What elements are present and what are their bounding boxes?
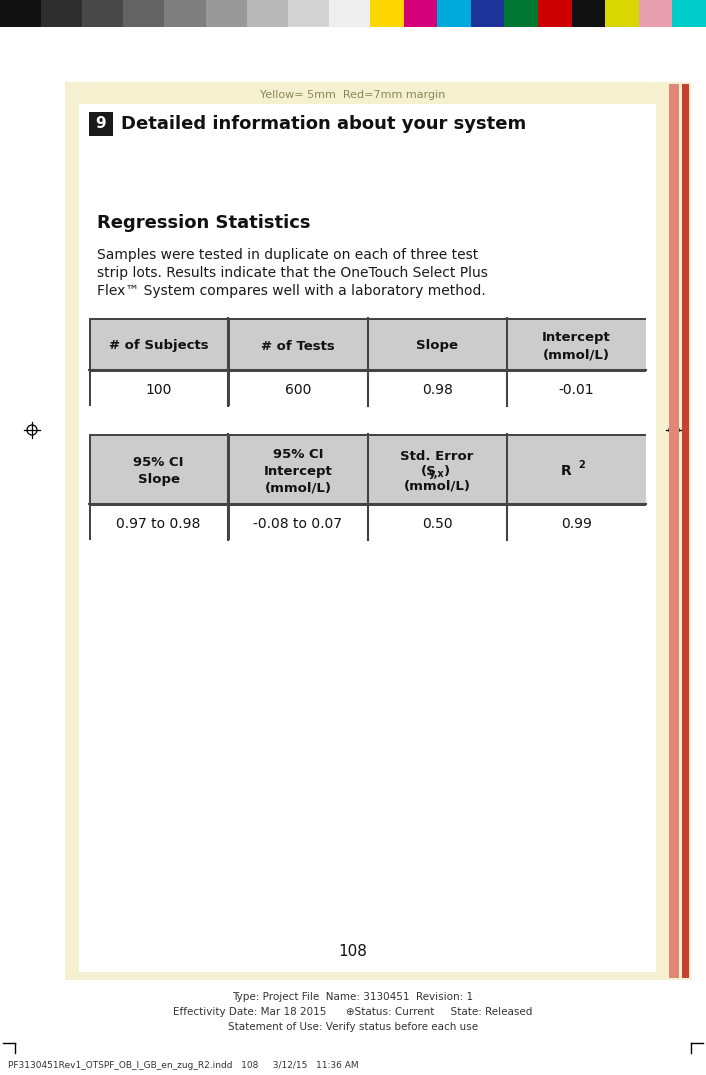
Text: 0.98: 0.98 bbox=[421, 383, 453, 397]
Bar bbox=[605, 0, 640, 27]
Bar bbox=[369, 319, 507, 370]
Text: 2: 2 bbox=[578, 460, 585, 470]
Text: -0.01: -0.01 bbox=[558, 383, 594, 397]
Text: Effectivity Date: Mar 18 2015      ⊕Status: Current     State: Released: Effectivity Date: Mar 18 2015 ⊕Status: C… bbox=[173, 1007, 533, 1017]
Bar bbox=[229, 372, 368, 406]
Bar bbox=[329, 0, 371, 27]
Bar bbox=[288, 0, 330, 27]
Bar bbox=[89, 112, 113, 137]
Bar bbox=[0, 0, 42, 27]
Bar bbox=[41, 0, 83, 27]
Text: Std. Error: Std. Error bbox=[400, 449, 474, 462]
Text: 600: 600 bbox=[285, 383, 311, 397]
Bar bbox=[437, 0, 472, 27]
Bar bbox=[89, 318, 646, 406]
Bar bbox=[229, 435, 368, 504]
Bar bbox=[404, 0, 438, 27]
Bar bbox=[538, 0, 572, 27]
Text: Type: Project File  Name: 3130451  Revision: 1: Type: Project File Name: 3130451 Revisio… bbox=[232, 992, 474, 1002]
Text: strip lots. Results indicate that the OneTouch Select Plus: strip lots. Results indicate that the On… bbox=[97, 266, 488, 280]
Text: y,x: y,x bbox=[429, 469, 445, 479]
Text: Statement of Use: Verify status before each use: Statement of Use: Verify status before e… bbox=[228, 1022, 478, 1032]
Bar bbox=[90, 319, 228, 370]
Bar bbox=[471, 0, 505, 27]
Text: # of Subjects: # of Subjects bbox=[109, 340, 208, 353]
Bar bbox=[124, 0, 165, 27]
Bar bbox=[164, 0, 206, 27]
Text: 9: 9 bbox=[96, 116, 107, 131]
Text: Slope: Slope bbox=[416, 340, 458, 353]
Text: Regression Statistics: Regression Statistics bbox=[97, 214, 311, 232]
Text: -0.08 to 0.07: -0.08 to 0.07 bbox=[253, 517, 342, 531]
Text: Flex™ System compares well with a laboratory method.: Flex™ System compares well with a labora… bbox=[97, 284, 486, 298]
Text: 0.99: 0.99 bbox=[561, 517, 592, 531]
Text: 0.97 to 0.98: 0.97 to 0.98 bbox=[116, 517, 201, 531]
Bar bbox=[205, 0, 247, 27]
Bar bbox=[672, 0, 706, 27]
Bar bbox=[508, 372, 646, 406]
Text: Yellow= 5mm  Red=7mm margin: Yellow= 5mm Red=7mm margin bbox=[261, 90, 445, 100]
Text: Samples were tested in duplicate on each of three test: Samples were tested in duplicate on each… bbox=[97, 248, 478, 262]
Bar bbox=[229, 505, 368, 540]
Text: 100: 100 bbox=[145, 383, 172, 397]
Bar bbox=[370, 0, 404, 27]
Bar bbox=[508, 435, 646, 504]
Bar bbox=[90, 505, 228, 540]
Bar bbox=[90, 372, 228, 406]
Text: R: R bbox=[561, 464, 571, 478]
Bar bbox=[90, 435, 228, 504]
Text: 0.50: 0.50 bbox=[421, 517, 453, 531]
Text: 95% CI
Slope: 95% CI Slope bbox=[133, 456, 184, 486]
Bar bbox=[82, 0, 124, 27]
Text: ): ) bbox=[444, 464, 450, 477]
Bar bbox=[508, 319, 646, 370]
Bar bbox=[65, 82, 691, 980]
Bar bbox=[508, 505, 646, 540]
Bar bbox=[504, 0, 539, 27]
Bar bbox=[669, 84, 679, 978]
Bar bbox=[79, 104, 656, 972]
Bar bbox=[639, 0, 673, 27]
Bar bbox=[246, 0, 288, 27]
Bar bbox=[369, 435, 507, 504]
Text: (mmol/L): (mmol/L) bbox=[404, 479, 471, 492]
Text: 95% CI
Intercept
(mmol/L): 95% CI Intercept (mmol/L) bbox=[263, 447, 333, 494]
Text: PF3130451Rev1_OTSPF_OB_I_GB_en_zug_R2.indd   108     3/12/15   11:36 AM: PF3130451Rev1_OTSPF_OB_I_GB_en_zug_R2.in… bbox=[8, 1061, 359, 1070]
Text: 108: 108 bbox=[339, 945, 367, 960]
Bar bbox=[369, 372, 507, 406]
Bar bbox=[229, 319, 368, 370]
Bar bbox=[0, 27, 706, 82]
Text: (S: (S bbox=[421, 464, 437, 477]
Bar bbox=[369, 505, 507, 540]
Bar bbox=[682, 84, 689, 978]
Text: Detailed information about your system: Detailed information about your system bbox=[121, 115, 526, 133]
Bar bbox=[572, 0, 606, 27]
Text: Intercept
(mmol/L): Intercept (mmol/L) bbox=[542, 331, 611, 361]
Text: # of Tests: # of Tests bbox=[261, 340, 335, 353]
Bar bbox=[89, 434, 646, 540]
